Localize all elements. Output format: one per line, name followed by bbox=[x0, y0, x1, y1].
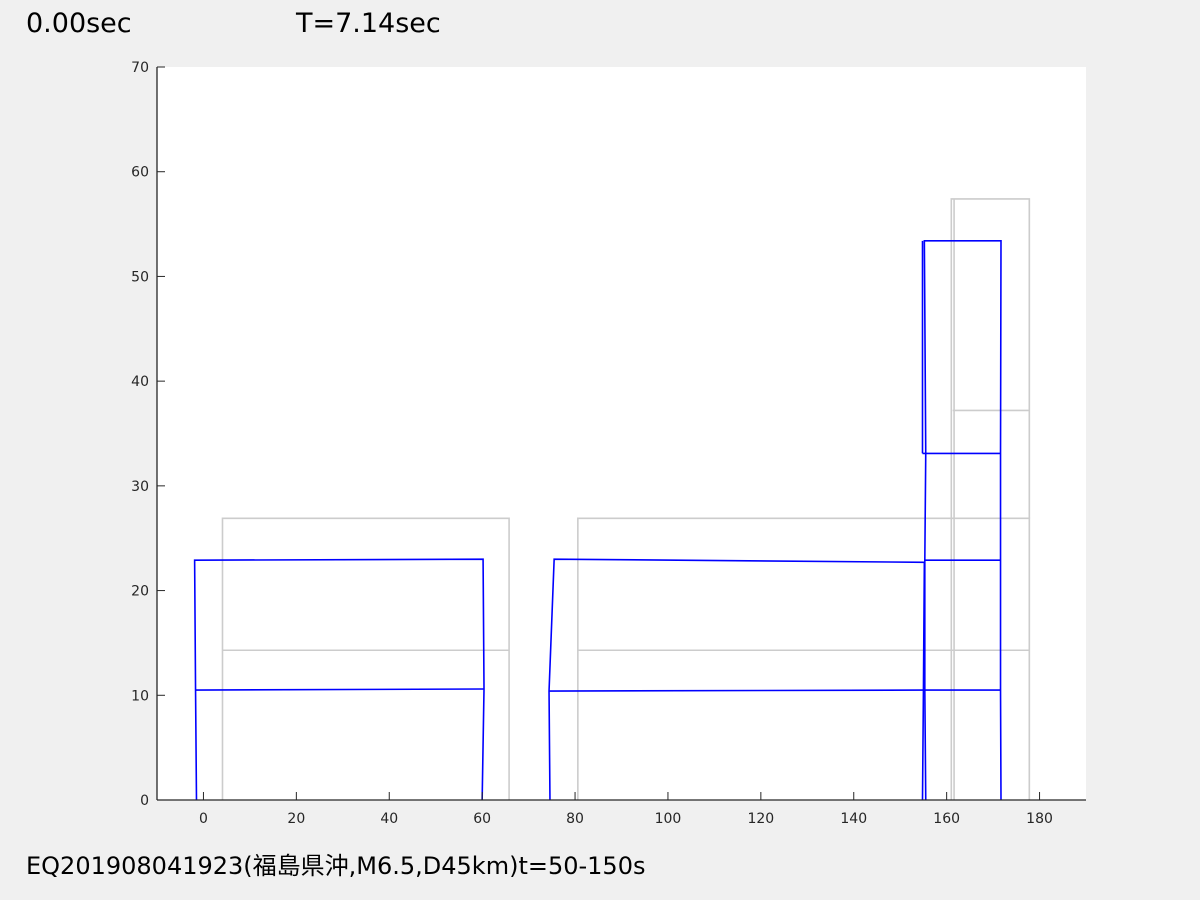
y-tick-label: 40 bbox=[131, 374, 149, 390]
y-tick-label: 10 bbox=[131, 688, 149, 704]
x-tick-label: 40 bbox=[380, 811, 398, 827]
earthquake-caption: EQ201908041923(福島県沖,M6.5,D45km)t=50-150s bbox=[26, 852, 646, 880]
x-tick-label: 160 bbox=[933, 811, 960, 827]
y-tick-label: 60 bbox=[131, 165, 149, 181]
x-tick-label: 0 bbox=[199, 811, 208, 827]
deformed-frame-line bbox=[193, 558, 485, 801]
y-tick-label: 50 bbox=[131, 269, 149, 285]
undeformed-frame-line bbox=[221, 517, 510, 800]
x-tick-label: 60 bbox=[473, 811, 491, 827]
x-tick-label: 180 bbox=[1026, 811, 1053, 827]
y-tick-label: 0 bbox=[140, 793, 149, 809]
deformed-frame-line bbox=[548, 558, 926, 801]
x-tick-label: 20 bbox=[287, 811, 305, 827]
x-tick-label: 100 bbox=[655, 811, 682, 827]
deformed-frame-line bbox=[195, 688, 485, 691]
deformed-frame-line bbox=[549, 689, 924, 692]
x-tick-label: 120 bbox=[747, 811, 774, 827]
period-label: T=7.14sec bbox=[296, 8, 441, 39]
plot-area bbox=[157, 67, 1086, 800]
y-tick-label: 20 bbox=[131, 584, 149, 600]
elapsed-time-label: 0.00sec bbox=[26, 8, 132, 39]
undeformed-frame-line bbox=[577, 517, 1031, 800]
undeformed-frame-line bbox=[950, 198, 1031, 800]
x-tick-label: 80 bbox=[566, 811, 584, 827]
deformed-frame-line bbox=[923, 240, 1002, 801]
x-tick-label: 140 bbox=[840, 811, 867, 827]
y-tick-label: 30 bbox=[131, 479, 149, 495]
y-tick-label: 70 bbox=[131, 60, 149, 76]
